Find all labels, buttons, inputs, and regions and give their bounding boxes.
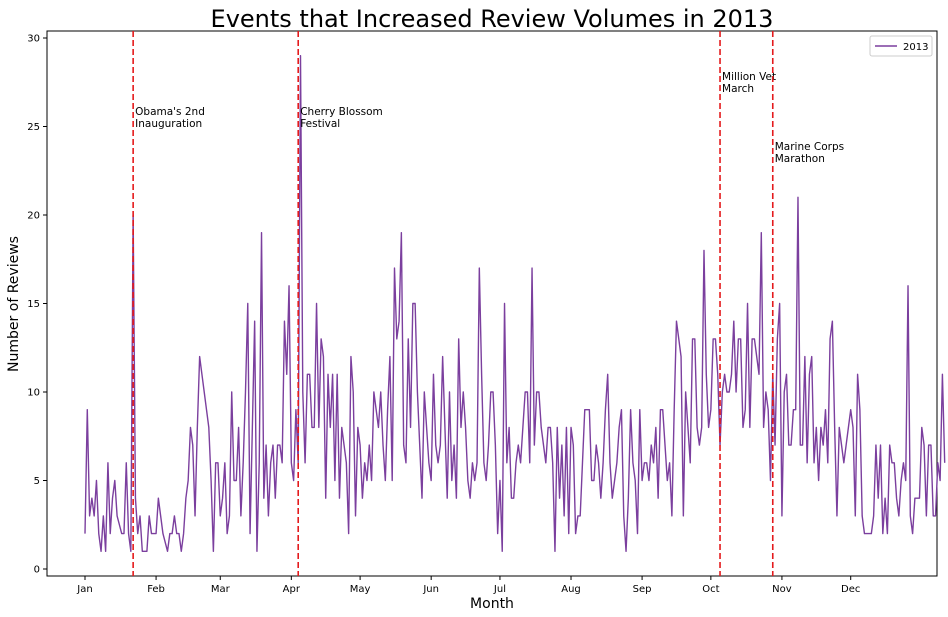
event-label: Inauguration [135, 118, 202, 130]
x-tick-label: Dec [841, 584, 860, 595]
x-tick-label: Jun [422, 584, 439, 595]
x-tick-label: Jan [76, 584, 92, 595]
x-tick-label: Apr [283, 584, 301, 595]
event-label: March [722, 83, 754, 95]
legend-label: 2013 [903, 42, 928, 53]
x-tick-label: Nov [772, 584, 792, 595]
event-label: Festival [300, 118, 340, 130]
y-tick-label: 20 [27, 211, 40, 222]
x-tick-label: Feb [147, 584, 165, 595]
y-tick-label: 5 [34, 476, 40, 487]
y-axis-title: Number of Reviews [6, 236, 22, 372]
y-tick-label: 25 [27, 122, 40, 133]
x-tick-label: Jul [493, 584, 506, 595]
x-tick-label: Aug [561, 584, 581, 595]
y-tick-label: 15 [27, 299, 40, 310]
x-axis-title: Month [470, 596, 514, 612]
event-label: Cherry Blossom [300, 106, 383, 118]
event-label: Obama's 2nd [135, 106, 205, 118]
y-tick-label: 10 [27, 388, 40, 399]
x-tick-label: May [350, 584, 371, 595]
legend-box [869, 35, 933, 57]
series-line-2013 [84, 55, 946, 552]
y-tick-label: 0 [34, 565, 40, 576]
event-label: Marine Corps [775, 141, 844, 153]
event-label: Million Vet [722, 71, 776, 83]
event-label: Marathon [775, 153, 825, 165]
y-tick-label: 30 [27, 34, 40, 45]
plot-area: 0 5 10 15 20 25 30 Jan Feb Mar Apr May Jun Jul Aug Sep O… [27, 30, 946, 595]
x-tick-label: Oct [702, 584, 719, 595]
x-tick-label: Sep [633, 584, 652, 595]
x-tick-label: Mar [211, 584, 231, 595]
chart-title: Events that Increased Review Volumes in … [211, 5, 774, 33]
